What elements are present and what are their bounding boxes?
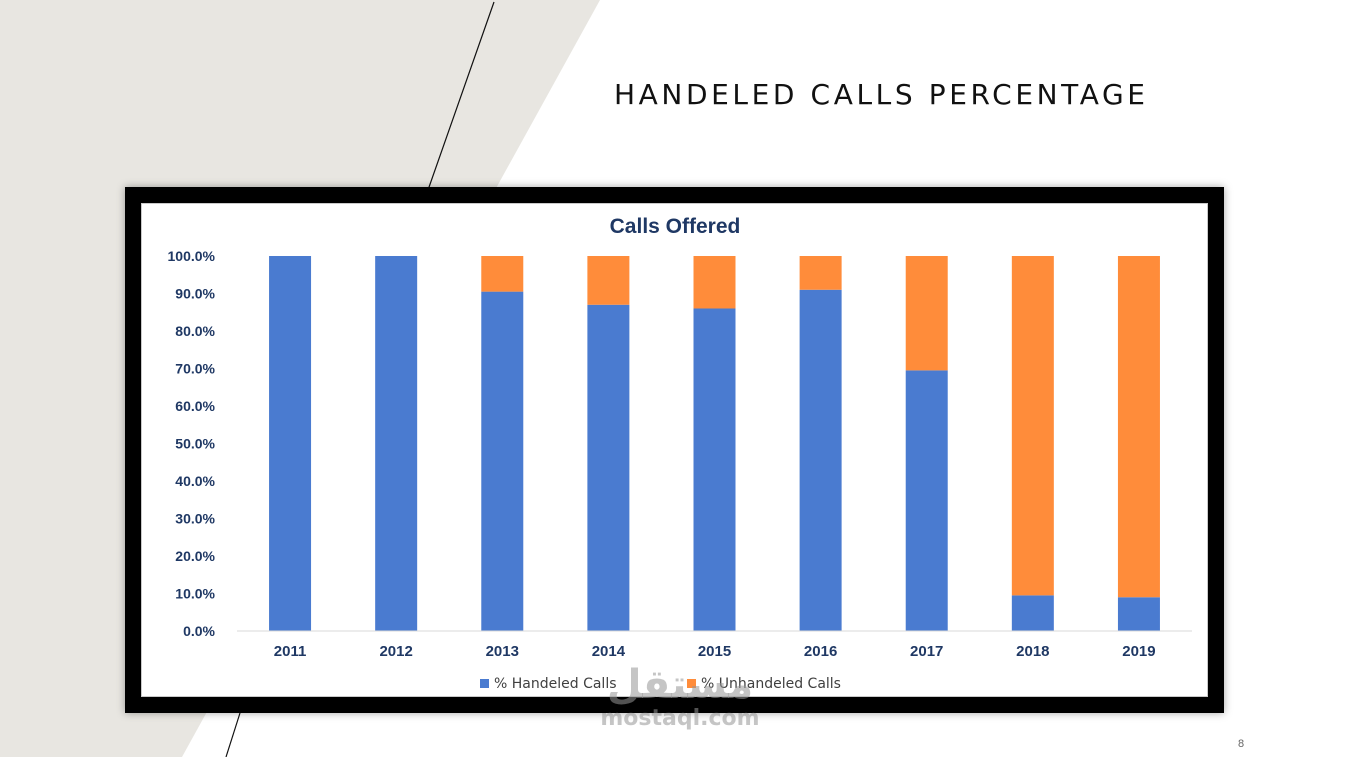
y-tick-label: 70.0%	[175, 361, 215, 377]
bar-unhandled	[799, 256, 842, 290]
y-tick-label: 30.0%	[175, 511, 215, 527]
x-tick-label: 2016	[804, 643, 837, 660]
bar-handled	[481, 291, 524, 631]
chart-title: Calls Offered	[610, 215, 741, 238]
bars	[269, 256, 1160, 631]
x-tick-label: 2018	[1016, 643, 1049, 660]
x-tick-label: 2017	[910, 643, 943, 660]
bar-unhandled	[481, 256, 524, 292]
bar-handled	[269, 256, 312, 631]
legend-label-handled: % Handeled Calls	[494, 676, 617, 692]
chart-frame: Calls Offered 0.0% 10.0% 20.0% 30.0% 40.0% 50…	[125, 187, 1224, 713]
chart-panel: Calls Offered 0.0% 10.0% 20.0% 30.0% 40.0% 50…	[141, 203, 1208, 697]
legend: % Handeled Calls % Unhandeled Calls	[480, 676, 841, 692]
y-tick-label: 100.0%	[168, 248, 216, 264]
bar-unhandled	[1117, 256, 1160, 598]
bar-unhandled	[693, 256, 736, 309]
y-tick-label: 50.0%	[175, 436, 215, 452]
decorative-diagonal-line	[427, 1, 495, 191]
x-axis-ticks: 2011 2012 2013 2014 2015 2016 2017 2018 2019	[274, 643, 1156, 660]
stacked-bar-chart: Calls Offered 0.0% 10.0% 20.0% 30.0% 40.0% 50…	[168, 215, 1192, 692]
bar-handled	[693, 308, 736, 631]
x-tick-label: 2012	[379, 643, 412, 660]
y-tick-label: 0.0%	[183, 623, 215, 639]
bar-handled	[587, 304, 630, 631]
bar-handled	[905, 370, 948, 631]
x-tick-label: 2014	[592, 643, 626, 660]
legend-label-unhandled: % Unhandeled Calls	[701, 676, 841, 692]
bar-handled	[1011, 595, 1054, 631]
page-number: 8	[1238, 738, 1245, 750]
y-tick-label: 90.0%	[175, 286, 215, 302]
y-tick-label: 10.0%	[175, 586, 215, 602]
bar-handled	[799, 289, 842, 631]
y-tick-label: 60.0%	[175, 398, 215, 414]
x-tick-label: 2011	[274, 643, 307, 660]
x-tick-label: 2019	[1122, 643, 1155, 660]
bar-unhandled	[587, 256, 630, 305]
bar-unhandled	[1011, 256, 1054, 596]
legend-swatch-unhandled	[687, 679, 696, 688]
bar-handled	[1117, 597, 1160, 631]
x-tick-label: 2013	[486, 643, 519, 660]
decorative-diagonal-line-lower	[225, 712, 241, 757]
legend-swatch-handled	[480, 679, 489, 688]
y-axis-ticks: 0.0% 10.0% 20.0% 30.0% 40.0% 50.0% 60.0% 70.0% 8…	[168, 248, 216, 639]
y-tick-label: 40.0%	[175, 473, 215, 489]
y-tick-label: 20.0%	[175, 548, 215, 564]
x-tick-label: 2015	[698, 643, 731, 660]
bar-handled	[375, 256, 418, 631]
slide-title: HANDELED CALLS PERCENTAGE	[614, 78, 1149, 111]
bar-unhandled	[905, 256, 948, 371]
y-tick-label: 80.0%	[175, 323, 215, 339]
